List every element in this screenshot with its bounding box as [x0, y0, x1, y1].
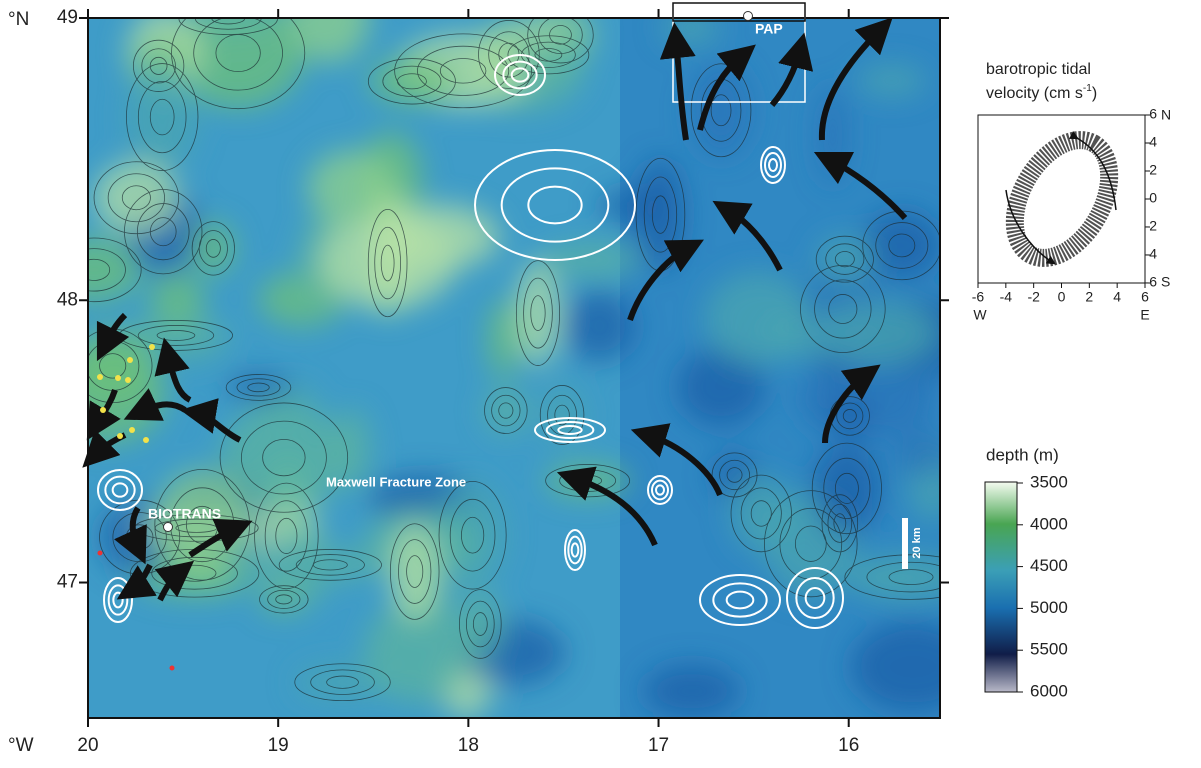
- biotrans-label: BIOTRANS: [148, 506, 221, 522]
- lon-tick-label: 20: [77, 735, 98, 756]
- red-station: [98, 551, 103, 556]
- inset-y-tick-label: 0: [1149, 190, 1157, 206]
- terrain: [857, 65, 926, 96]
- inset-x-tick-label: 4: [1113, 289, 1121, 305]
- bathymetry-map: [45, 0, 995, 718]
- colorbar-tick-label: 3500: [1030, 472, 1068, 491]
- inset-y-tick-label: -2: [1145, 218, 1158, 234]
- west-label: W: [973, 307, 987, 323]
- lat-tick-label: 47: [57, 572, 78, 593]
- colorbar-tick-label: 4000: [1030, 514, 1068, 533]
- terrain: [488, 299, 518, 379]
- inset-x-tick-label: -6: [972, 289, 985, 305]
- terrain: [564, 289, 635, 362]
- inset-title-close: ): [1092, 85, 1097, 102]
- depth-title: depth (m): [986, 445, 1059, 464]
- terrain: [893, 431, 950, 477]
- inset-x-tick-label: -4: [1000, 289, 1013, 305]
- lat-tick-label: 48: [57, 289, 78, 310]
- colorbar-tick-label: 5000: [1030, 598, 1068, 617]
- terrain: [644, 664, 741, 718]
- lon-tick-label: 17: [648, 735, 669, 756]
- figure: PAP BIOTRANS Maxwell Fracture Zone 20 km…: [0, 0, 1201, 763]
- inset-x-tick-label: 6: [1141, 289, 1149, 305]
- terrain: [380, 204, 500, 269]
- lon-unit: °W: [8, 735, 34, 756]
- inset-title-text: velocity (cm s: [986, 85, 1083, 102]
- terrain: [307, 150, 394, 225]
- colorbar-tick-label: 6000: [1030, 681, 1068, 700]
- inset-y-tick-label: 6: [1149, 106, 1157, 122]
- inset-y-tick-label: 4: [1149, 134, 1157, 150]
- red-station: [170, 666, 175, 671]
- terrain: [798, 359, 937, 440]
- inset-y-tick-label: -4: [1145, 246, 1158, 262]
- lon-tick-label: 18: [458, 735, 479, 756]
- inset-x-tick-label: -2: [1027, 289, 1040, 305]
- lon-tick-label: 16: [838, 735, 859, 756]
- inset-x-tick-label: 0: [1058, 289, 1066, 305]
- biotrans-site: [164, 523, 173, 532]
- pap-site: [744, 12, 753, 21]
- inset-x-tick-label: 2: [1085, 289, 1093, 305]
- colorbar-tick-label: 4500: [1030, 556, 1068, 575]
- scale-bar-label: 20 km: [911, 527, 923, 558]
- colorbar-tick-label: 5500: [1030, 640, 1068, 659]
- north-label: N: [1161, 107, 1171, 123]
- terrain: [704, 272, 811, 365]
- fracture-zone-label: Maxwell Fracture Zone: [326, 474, 466, 489]
- inset-y-tick-label: -6: [1145, 274, 1158, 290]
- lat-tick-label: 49: [57, 7, 78, 28]
- inset-title: velocity (cm s-1): [986, 83, 1097, 103]
- terrain: [813, 301, 938, 365]
- colorbar: [985, 482, 1017, 692]
- terrain: [662, 10, 719, 45]
- east-label: E: [1140, 307, 1149, 323]
- lat-unit: °N: [8, 9, 29, 30]
- south-label: S: [1161, 274, 1170, 290]
- terrain: [851, 621, 976, 712]
- scale-bar: [902, 518, 908, 569]
- inset-y-tick-label: 2: [1149, 162, 1157, 178]
- inset-title: barotropic tidal: [986, 61, 1091, 78]
- pap-label: PAP: [755, 21, 783, 37]
- lon-tick-label: 19: [268, 735, 289, 756]
